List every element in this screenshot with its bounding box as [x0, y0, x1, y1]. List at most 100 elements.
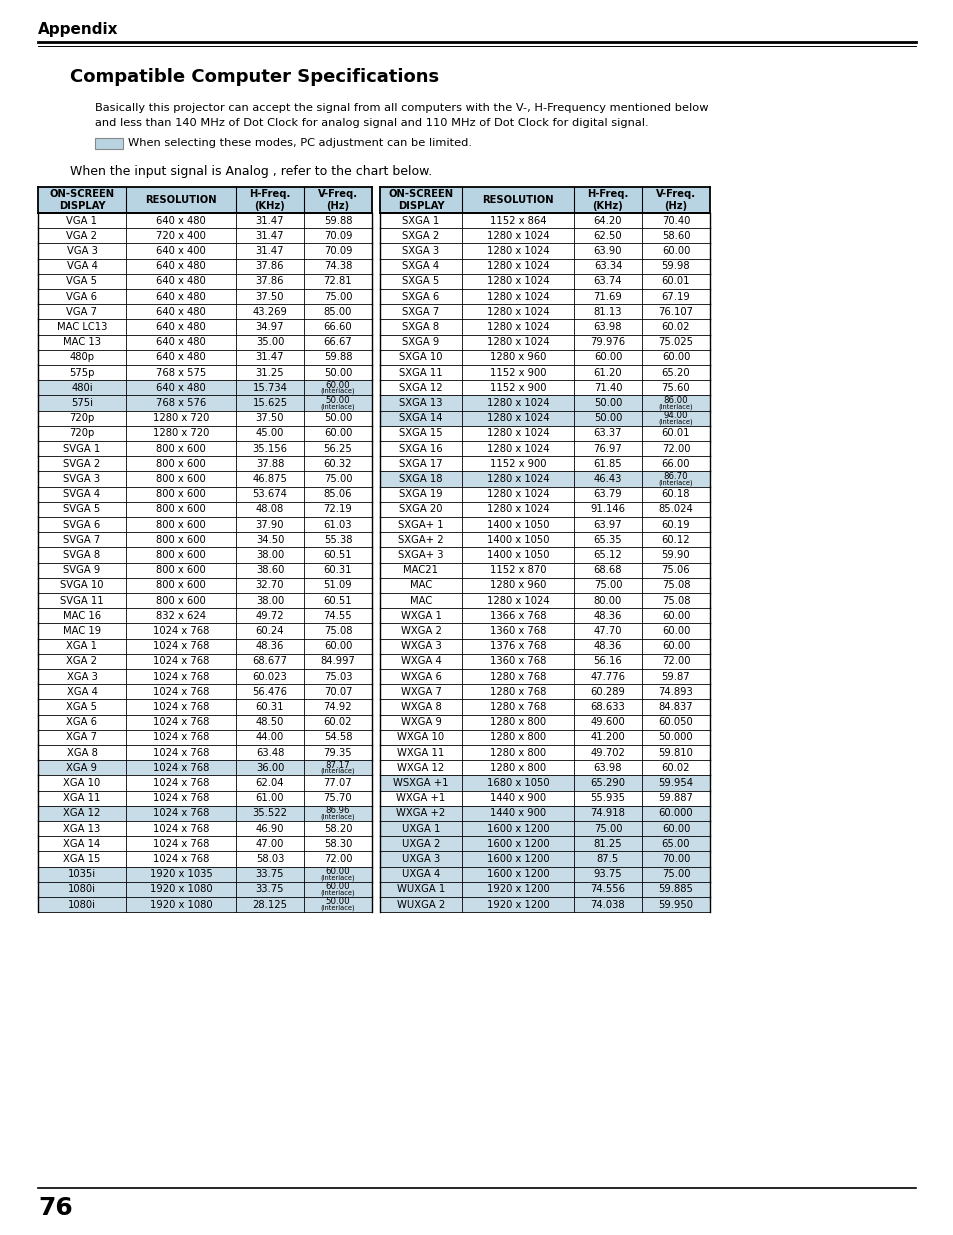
- Text: 60.00: 60.00: [323, 641, 352, 651]
- Text: 56.25: 56.25: [323, 443, 352, 453]
- Text: 60.02: 60.02: [661, 763, 690, 773]
- Text: 1280 x 800: 1280 x 800: [490, 747, 545, 757]
- Text: (Interlace): (Interlace): [320, 874, 355, 881]
- Text: SXGA 3: SXGA 3: [402, 246, 439, 256]
- Text: 720p: 720p: [70, 429, 94, 438]
- Text: SXGA 13: SXGA 13: [399, 398, 442, 408]
- Text: 1280 x 1024: 1280 x 1024: [486, 322, 549, 332]
- Text: 71.40: 71.40: [593, 383, 621, 393]
- Text: SVGA 4: SVGA 4: [63, 489, 100, 499]
- Text: SXGA 1: SXGA 1: [402, 216, 439, 226]
- Text: 74.893: 74.893: [658, 687, 693, 697]
- Text: 84.997: 84.997: [320, 656, 355, 667]
- Text: SXGA 15: SXGA 15: [398, 429, 442, 438]
- Text: 60.023: 60.023: [253, 672, 287, 682]
- Text: 59.885: 59.885: [658, 884, 693, 894]
- Text: 63.79: 63.79: [593, 489, 621, 499]
- Text: 1600 x 1200: 1600 x 1200: [486, 839, 549, 848]
- Text: 1024 x 768: 1024 x 768: [152, 641, 209, 651]
- Text: XGA 2: XGA 2: [67, 656, 97, 667]
- Text: 63.48: 63.48: [255, 747, 284, 757]
- Text: 85.00: 85.00: [323, 306, 352, 317]
- Text: 60.00: 60.00: [661, 641, 689, 651]
- Text: 49.600: 49.600: [590, 718, 625, 727]
- Text: XGA 4: XGA 4: [67, 687, 97, 697]
- Text: 1360 x 768: 1360 x 768: [489, 656, 546, 667]
- Text: 640 x 480: 640 x 480: [156, 306, 206, 317]
- Text: MAC 13: MAC 13: [63, 337, 101, 347]
- Text: 800 x 600: 800 x 600: [156, 580, 206, 590]
- Text: (Interlace): (Interlace): [320, 814, 355, 820]
- Text: 33.75: 33.75: [255, 884, 284, 894]
- Text: 1280 x 1024: 1280 x 1024: [486, 261, 549, 272]
- Text: SXGA+ 3: SXGA+ 3: [397, 550, 443, 559]
- Text: 1920 x 1035: 1920 x 1035: [150, 869, 213, 879]
- Text: V-Freq.
(Hz): V-Freq. (Hz): [656, 189, 696, 211]
- Text: SXGA 20: SXGA 20: [399, 504, 442, 515]
- Bar: [95, 138, 123, 149]
- Text: 60.51: 60.51: [323, 595, 352, 605]
- Text: 60.19: 60.19: [661, 520, 690, 530]
- Text: SXGA 16: SXGA 16: [398, 443, 442, 453]
- Text: 59.98: 59.98: [661, 261, 690, 272]
- Text: 60.00: 60.00: [325, 380, 350, 389]
- Text: XGA 15: XGA 15: [63, 853, 101, 864]
- Text: 66.00: 66.00: [661, 458, 690, 469]
- Text: 75.08: 75.08: [661, 580, 690, 590]
- Text: 31.25: 31.25: [255, 368, 284, 378]
- Text: SXGA 10: SXGA 10: [399, 352, 442, 362]
- Text: 66.67: 66.67: [323, 337, 352, 347]
- Text: 59.88: 59.88: [323, 216, 352, 226]
- Text: 1376 x 768: 1376 x 768: [489, 641, 546, 651]
- Text: 50.00: 50.00: [593, 414, 621, 424]
- Text: H-Freq.
(KHz): H-Freq. (KHz): [249, 189, 291, 211]
- Text: MAC: MAC: [410, 595, 432, 605]
- Text: WUXGA 2: WUXGA 2: [396, 899, 445, 910]
- Text: 63.74: 63.74: [593, 277, 621, 287]
- Text: 75.03: 75.03: [323, 672, 352, 682]
- Text: 800 x 600: 800 x 600: [156, 443, 206, 453]
- Text: UXGA 1: UXGA 1: [401, 824, 439, 834]
- Text: 86.70: 86.70: [663, 472, 688, 480]
- Text: WUXGA 1: WUXGA 1: [396, 884, 445, 894]
- Text: 1024 x 768: 1024 x 768: [152, 672, 209, 682]
- Text: 63.98: 63.98: [593, 763, 621, 773]
- Text: XGA 7: XGA 7: [67, 732, 97, 742]
- Text: SVGA 7: SVGA 7: [63, 535, 100, 545]
- Text: 56.476: 56.476: [253, 687, 287, 697]
- Text: MAC21: MAC21: [403, 566, 438, 576]
- Text: 58.30: 58.30: [323, 839, 352, 848]
- Text: SXGA+ 1: SXGA+ 1: [397, 520, 443, 530]
- Text: 1600 x 1200: 1600 x 1200: [486, 853, 549, 864]
- Text: 60.12: 60.12: [661, 535, 690, 545]
- Bar: [379, 821, 709, 836]
- Bar: [379, 897, 709, 913]
- Text: 63.37: 63.37: [593, 429, 621, 438]
- Text: 61.20: 61.20: [593, 368, 621, 378]
- Text: XGA 10: XGA 10: [63, 778, 100, 788]
- Text: (Interlace): (Interlace): [320, 388, 355, 394]
- Text: 1280 x 1024: 1280 x 1024: [486, 595, 549, 605]
- Text: 1280 x 1024: 1280 x 1024: [486, 414, 549, 424]
- Text: 37.88: 37.88: [255, 458, 284, 469]
- Text: 70.09: 70.09: [323, 231, 352, 241]
- Text: 70.09: 70.09: [323, 246, 352, 256]
- Text: SVGA 2: SVGA 2: [63, 458, 100, 469]
- Bar: [38, 897, 372, 913]
- Text: 48.36: 48.36: [593, 641, 621, 651]
- Text: 65.00: 65.00: [661, 839, 690, 848]
- Text: 60.31: 60.31: [323, 566, 352, 576]
- Text: 63.90: 63.90: [593, 246, 621, 256]
- Text: WXGA 4: WXGA 4: [400, 656, 441, 667]
- Text: SVGA 8: SVGA 8: [63, 550, 100, 559]
- Text: 60.050: 60.050: [658, 718, 693, 727]
- Text: 1024 x 768: 1024 x 768: [152, 839, 209, 848]
- Text: 1440 x 900: 1440 x 900: [490, 793, 545, 803]
- Text: 63.97: 63.97: [593, 520, 621, 530]
- Text: 1400 x 1050: 1400 x 1050: [486, 550, 549, 559]
- Text: WXGA 9: WXGA 9: [400, 718, 441, 727]
- Text: 75.60: 75.60: [661, 383, 690, 393]
- Text: XGA 9: XGA 9: [67, 763, 97, 773]
- Text: XGA 14: XGA 14: [63, 839, 100, 848]
- Text: 575p: 575p: [70, 368, 94, 378]
